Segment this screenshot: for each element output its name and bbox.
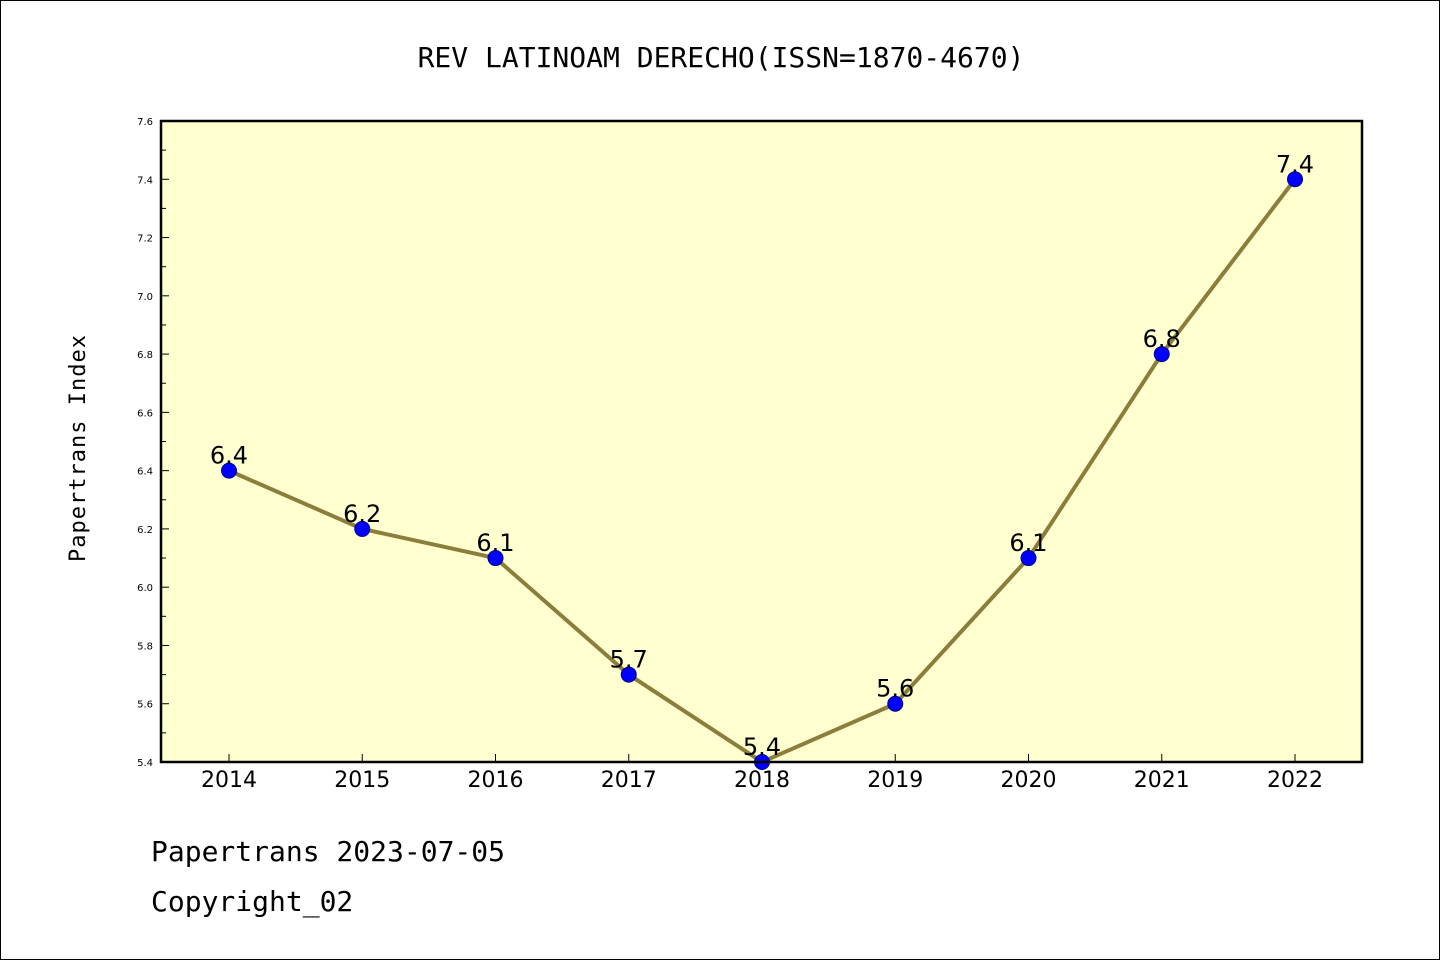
y-tick-label: 6.8 xyxy=(137,350,153,361)
data-label: 6.1 xyxy=(1009,529,1047,557)
y-tick-label: 6.6 xyxy=(137,408,153,419)
data-label: 6.8 xyxy=(1143,325,1181,353)
data-point-marker xyxy=(620,666,637,683)
data-label: 6.1 xyxy=(476,529,514,557)
x-tick-label: 2019 xyxy=(867,768,923,793)
y-axis-label: Papertrans Index xyxy=(66,334,91,562)
data-label: 7.4 xyxy=(1276,150,1314,178)
data-point-marker xyxy=(1020,550,1037,567)
y-tick-label: 7.2 xyxy=(137,234,153,245)
footer-date: Papertrans 2023-07-05 xyxy=(151,835,506,868)
y-tick-label: 5.4 xyxy=(137,758,153,769)
x-tick-label: 2022 xyxy=(1267,768,1323,793)
data-label: 6.2 xyxy=(343,500,381,528)
x-tick-label: 2017 xyxy=(601,768,657,793)
chart-title: REV LATINOAM DERECHO(ISSN=1870-4670) xyxy=(418,41,1025,74)
y-tick-label: 7.4 xyxy=(137,175,153,186)
data-label: 5.7 xyxy=(610,646,648,674)
y-tick-label: 6.0 xyxy=(137,583,153,594)
data-point-marker xyxy=(354,520,371,537)
y-tick-label: 7.6 xyxy=(137,117,153,128)
data-point-marker xyxy=(1153,346,1170,363)
y-tick-label: 5.6 xyxy=(137,700,153,711)
x-tick-label: 2015 xyxy=(334,768,390,793)
data-labels: 6.4 6.2 6.1 5.7 5.4 5.6 6.1 6.8 7.4 xyxy=(210,150,1314,761)
x-tick-label: 2016 xyxy=(468,768,524,793)
y-tick-label: 7.0 xyxy=(137,292,153,303)
data-point-marker xyxy=(487,550,504,567)
x-tick-label: 2020 xyxy=(1001,768,1057,793)
plot-border xyxy=(159,119,1364,764)
data-point-marker xyxy=(1287,171,1303,188)
y-tick-label: 6.4 xyxy=(137,467,153,478)
plot-area xyxy=(161,121,1362,762)
x-tick-label: 2014 xyxy=(201,768,257,793)
data-point-marker xyxy=(887,695,904,712)
data-point-marker xyxy=(221,462,237,479)
x-tick-label: 2018 xyxy=(734,768,790,793)
data-label: 5.4 xyxy=(743,733,781,761)
y-tick-label: 5.8 xyxy=(137,641,153,652)
footer-copyright: Copyright_02 xyxy=(151,885,354,918)
y-axis-ticks: 5.4 5.6 5.8 6.0 6.2 6.4 6.6 6.8 7.0 7.2 7.4 7.6 xyxy=(137,117,169,769)
x-axis-ticks: 2014 2015 2016 2017 2018 2019 2020 2021 2022 xyxy=(201,754,1323,793)
x-tick-label: 2021 xyxy=(1134,768,1190,793)
y-tick-label: 6.2 xyxy=(137,525,153,536)
data-label: 5.6 xyxy=(876,675,914,703)
data-label: 6.4 xyxy=(210,442,248,470)
